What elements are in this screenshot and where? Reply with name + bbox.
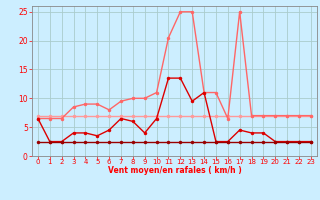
X-axis label: Vent moyen/en rafales ( km/h ): Vent moyen/en rafales ( km/h ) xyxy=(108,166,241,175)
